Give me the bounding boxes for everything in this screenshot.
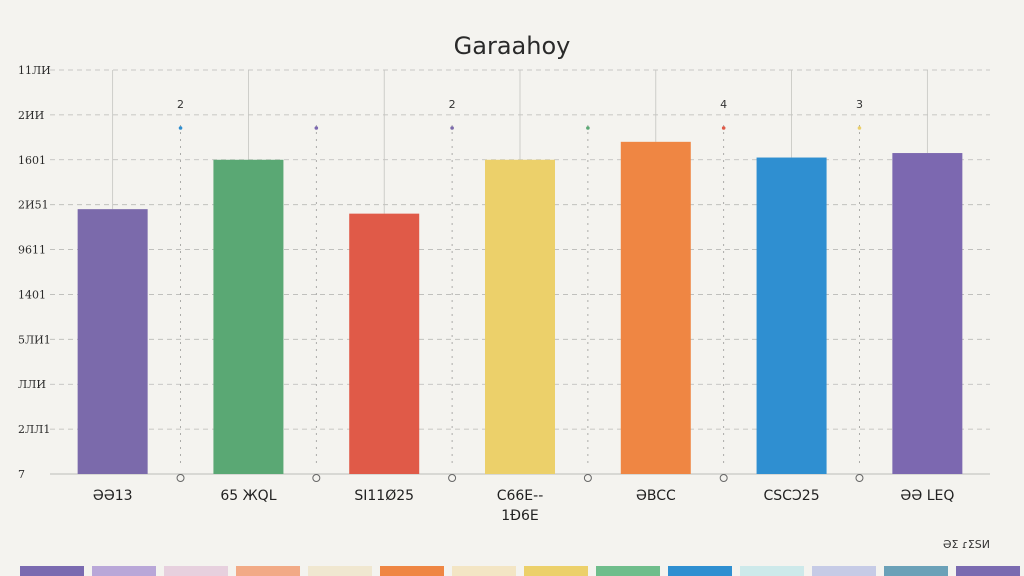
x-tick-label: ƏƏ LEQ xyxy=(900,488,954,504)
chart-title: Garaahoy xyxy=(454,32,571,60)
guide-dot xyxy=(314,126,319,130)
y-tick-label: 7 xyxy=(18,468,25,481)
corner-label: ƏΣ ɾΣЅИ xyxy=(943,538,990,551)
x-tick-label: ƏBCC xyxy=(636,488,676,504)
y-tick-label: 1401 xyxy=(18,288,46,301)
x-axis-ticks: ƏƏ13 65 ЖQL SI11Ø25 C66E-- 1Ð6E ƏBCC CSCƆ25 ƏƏ … xyxy=(93,488,955,524)
guide-marker xyxy=(448,474,457,482)
color-swatch xyxy=(596,566,660,576)
color-swatch xyxy=(524,566,588,576)
guide-marker xyxy=(583,474,592,482)
y-tick-label: 2ЛЛ1 xyxy=(18,423,50,436)
x-tick-label: CSCƆ25 xyxy=(764,488,820,504)
top-labels: 2 2 4 3 xyxy=(177,98,863,111)
color-swatch xyxy=(308,566,372,576)
guide-dot xyxy=(178,126,183,130)
y-tick-label: 11ЛИ xyxy=(18,64,51,77)
y-tick-label: 2И51 xyxy=(18,199,49,212)
guide-dot xyxy=(586,126,590,130)
top-label: 4 xyxy=(720,98,727,111)
guide-dot xyxy=(857,126,862,130)
color-swatch xyxy=(956,566,1020,576)
y-tick-label: 2ИИ xyxy=(18,109,44,122)
top-label: 2 xyxy=(177,98,184,111)
y-tick-label: ЛЛИ xyxy=(18,378,46,391)
guide-dot xyxy=(450,126,454,130)
color-swatch xyxy=(20,566,84,576)
dotted-guides xyxy=(176,125,864,482)
top-label: 3 xyxy=(856,98,863,111)
x-tick-label: C66E-- xyxy=(497,488,544,504)
bars xyxy=(77,141,963,475)
color-swatch xyxy=(452,566,516,576)
bar xyxy=(620,141,691,475)
guide-marker xyxy=(719,474,728,482)
x-tick-label: 65 ЖQL xyxy=(220,488,276,504)
bar xyxy=(77,209,148,474)
bar xyxy=(756,157,827,475)
color-swatch xyxy=(164,566,228,576)
bar xyxy=(485,159,555,474)
color-swatch xyxy=(380,566,444,576)
y-axis-ticks: 7 2ЛЛ1 ЛЛИ 5ЛИ1 1401 9611 2И51 1601 2ИИ 11ЛИ xyxy=(18,64,51,481)
color-swatch xyxy=(740,566,804,576)
guide-marker xyxy=(855,474,864,482)
x-tick-label: 1Ð6E xyxy=(501,508,539,524)
color-swatch xyxy=(812,566,876,576)
x-tick-label: SI11Ø25 xyxy=(354,488,414,504)
bar xyxy=(349,213,420,474)
color-swatch xyxy=(236,566,300,576)
color-swatch xyxy=(884,566,948,576)
color-swatch xyxy=(668,566,732,576)
guide-marker xyxy=(312,474,321,482)
color-swatches xyxy=(20,566,1020,576)
bar xyxy=(213,159,284,474)
bar xyxy=(892,153,963,475)
top-label: 2 xyxy=(449,98,456,111)
color-swatch xyxy=(92,566,156,576)
y-tick-label: 5ЛИ1 xyxy=(18,333,51,346)
y-tick-label: 1601 xyxy=(18,154,46,167)
x-tick-label: ƏƏ13 xyxy=(93,488,133,504)
guide-dot xyxy=(721,126,726,130)
y-tick-label: 9611 xyxy=(18,244,46,257)
guide-marker xyxy=(176,474,185,482)
